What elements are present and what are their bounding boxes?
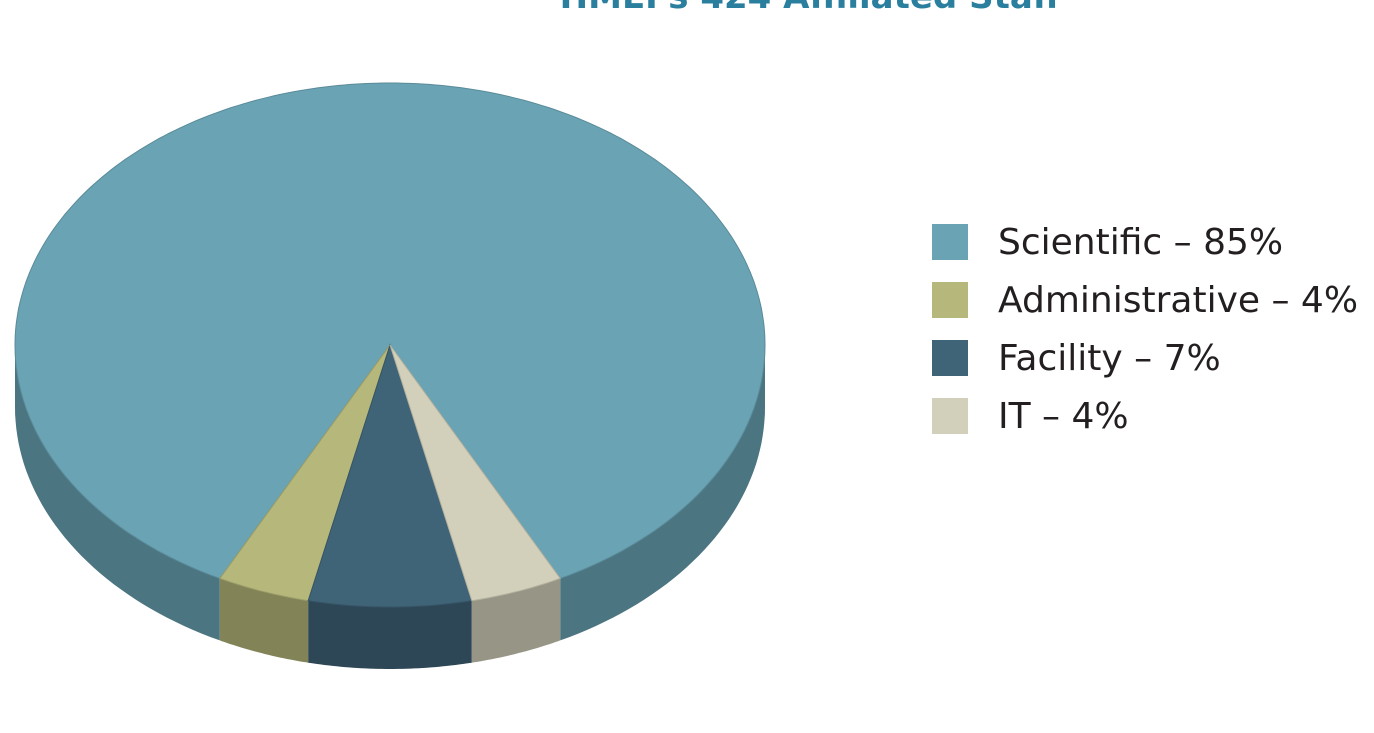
legend-swatch <box>932 398 968 434</box>
legend-label: Scientific – 85% <box>998 222 1283 263</box>
legend-label: Administrative – 4% <box>998 280 1358 321</box>
legend: Scientific – 85% Administrative – 4% Facil… <box>932 222 1358 437</box>
legend-label: IT – 4% <box>998 396 1129 437</box>
slice <box>389 344 561 602</box>
legend-swatch <box>932 224 968 260</box>
legend-swatch <box>932 340 968 376</box>
slice <box>219 344 391 602</box>
slice <box>14 82 766 579</box>
slice-side <box>471 578 561 663</box>
legend-label: Facility – 7% <box>998 338 1221 379</box>
legend-swatch <box>932 282 968 318</box>
slice-side <box>560 345 765 641</box>
slice <box>307 343 473 608</box>
chart-title: HMEI's 424 Affiliated Staff <box>560 0 1061 17</box>
slice-side <box>15 345 220 641</box>
slice-side <box>308 600 472 669</box>
slice-side <box>219 578 309 663</box>
